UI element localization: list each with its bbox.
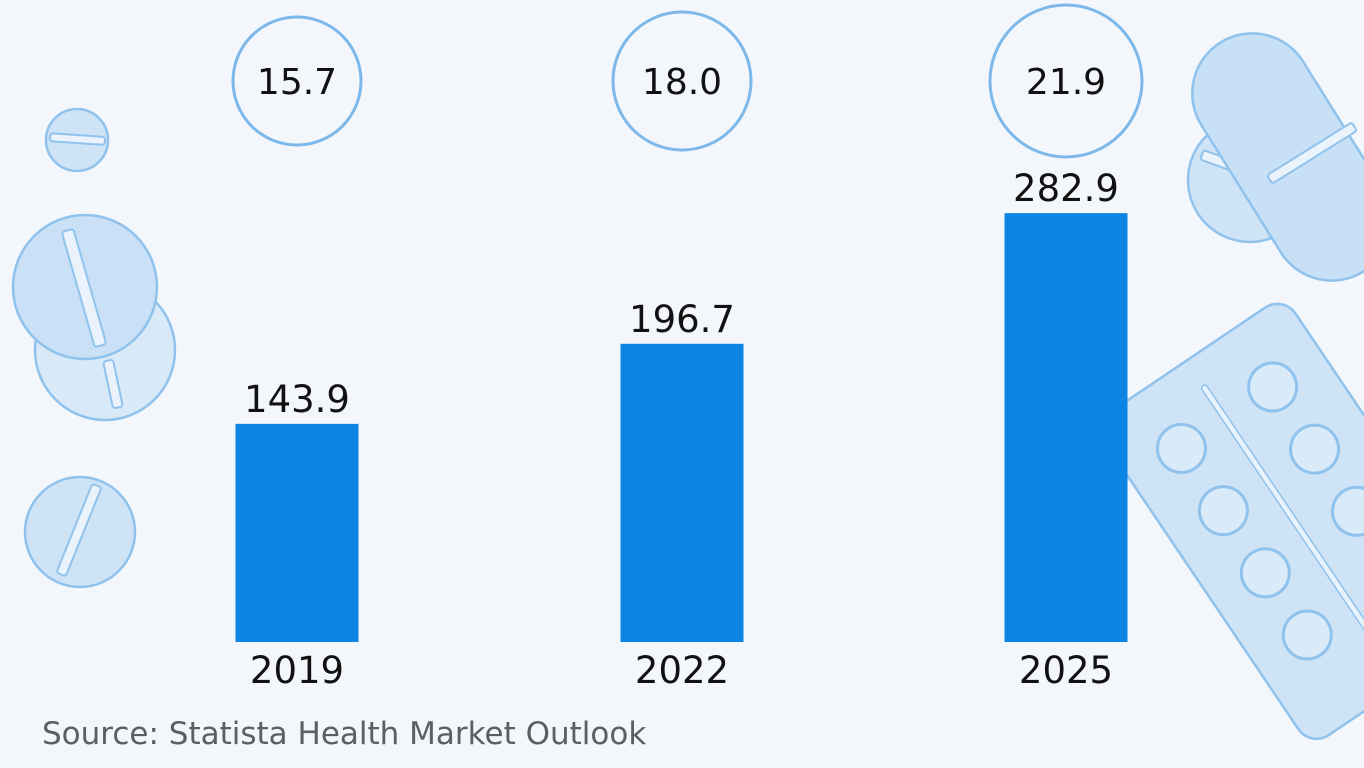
x-tick-label-2019: 2019 <box>250 649 344 692</box>
pill-icon <box>23 475 137 589</box>
value-label-2025: 282.9 <box>1013 167 1119 210</box>
value-label-2022: 196.7 <box>629 298 735 341</box>
bubble-label-2019: 15.7 <box>257 62 337 103</box>
bubble-2019 <box>231 15 363 147</box>
bubble-label-2025: 21.9 <box>1026 62 1106 103</box>
x-tick-label-2025: 2025 <box>1019 649 1113 692</box>
tablet-icon <box>11 213 177 422</box>
bar-2019 <box>235 423 359 642</box>
pill-icon <box>44 107 110 173</box>
bar-2025 <box>1004 213 1128 642</box>
value-label-2019: 143.9 <box>244 378 350 421</box>
bubble-2022 <box>611 10 753 152</box>
x-tick-label-2022: 2022 <box>635 649 729 692</box>
blister-pack-icon <box>1099 302 1364 741</box>
bubble-label-2022: 18.0 <box>642 62 722 103</box>
bar-2022 <box>620 343 744 642</box>
bar-chart: 143.9 2019 15.7 196.7 2022 18.0 282.9 2025 21.9 <box>231 3 1144 692</box>
bubble-2025 <box>988 3 1144 159</box>
source-note: Source: Statista Health Market Outlook <box>42 716 647 752</box>
